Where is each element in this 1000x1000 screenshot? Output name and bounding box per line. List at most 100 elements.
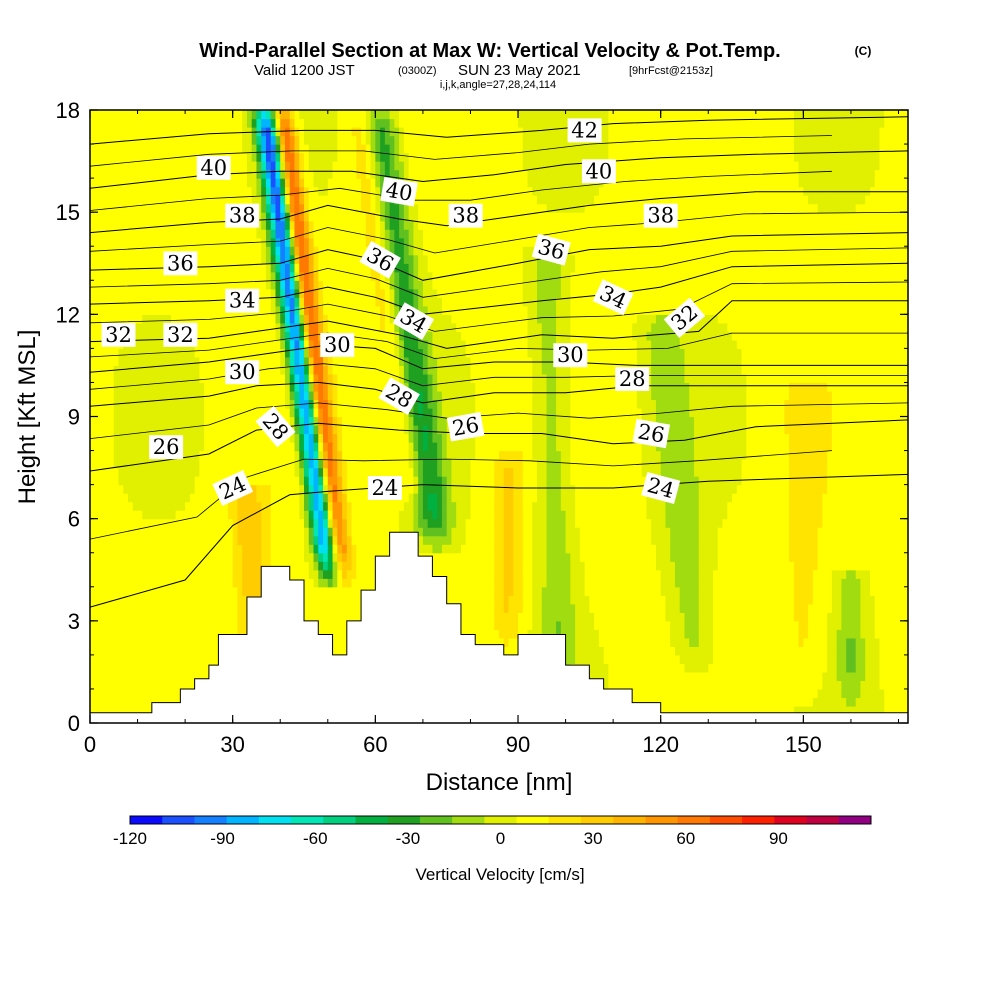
velocity-cell [251, 322, 258, 332]
velocity-cell [99, 212, 105, 222]
velocity-cell [280, 459, 286, 469]
velocity-cell [109, 161, 115, 171]
velocity-cell [270, 501, 277, 511]
velocity-cell [223, 314, 229, 324]
velocity-cell [227, 144, 234, 154]
velocity-cell [304, 459, 310, 469]
velocity-cell [342, 552, 348, 562]
velocity-cell [375, 220, 381, 230]
velocity-cell [332, 416, 338, 426]
velocity-cell [232, 178, 239, 188]
velocity-cell [170, 586, 177, 596]
velocity-cell [90, 586, 96, 596]
velocity-cell [256, 229, 262, 239]
velocity-cell [94, 416, 101, 426]
velocity-cell [384, 110, 391, 120]
velocity-cell [342, 280, 348, 290]
velocity-cell [142, 629, 148, 639]
velocity-cell [318, 416, 324, 426]
velocity-cell [275, 399, 281, 409]
velocity-cell [280, 144, 286, 154]
velocity-cell [356, 339, 362, 349]
velocity-cell [308, 237, 315, 247]
velocity-cell [156, 663, 162, 673]
velocity-cell [304, 416, 310, 426]
velocity-cell [308, 527, 315, 537]
velocity-cell [94, 288, 101, 298]
velocity-cell [113, 288, 120, 298]
velocity-cell [323, 356, 329, 367]
velocity-cell [332, 280, 338, 290]
velocity-cell [142, 476, 148, 486]
velocity-cell [218, 467, 224, 477]
velocity-cell [256, 271, 262, 281]
velocity-cell [161, 510, 167, 520]
velocity-cell [128, 229, 134, 239]
velocity-cell [99, 118, 105, 128]
velocity-cell [218, 237, 224, 247]
velocity-cell [189, 390, 196, 401]
velocity-cell [104, 314, 110, 324]
velocity-cell [104, 399, 110, 409]
velocity-cell [394, 280, 400, 290]
velocity-cell [104, 654, 110, 664]
velocity-cell [408, 220, 414, 230]
velocity-cell [308, 288, 315, 298]
velocity-cell [323, 510, 329, 520]
velocity-cell [304, 348, 310, 358]
velocity-cell [323, 127, 329, 137]
velocity-cell [342, 356, 348, 367]
velocity-cell [265, 552, 272, 562]
velocity-cell [284, 169, 291, 179]
velocity-cell [323, 161, 329, 171]
velocity-cell [99, 186, 105, 196]
velocity-cell [380, 459, 386, 469]
velocity-cell [280, 501, 286, 511]
velocity-cell [408, 271, 414, 281]
velocity-cell [361, 373, 367, 384]
velocity-cell [137, 552, 143, 562]
velocity-cell [384, 339, 391, 349]
velocity-cell [351, 535, 357, 545]
velocity-cell [323, 467, 329, 477]
velocity-cell [280, 195, 286, 205]
velocity-cell [180, 407, 186, 418]
velocity-cell [223, 450, 229, 460]
velocity-cell [403, 348, 410, 358]
velocity-cell [170, 476, 177, 486]
velocity-cell [313, 152, 319, 162]
velocity-cell [289, 280, 296, 290]
velocity-cell [113, 586, 120, 596]
velocity-cell [327, 518, 334, 528]
velocity-cell [313, 595, 319, 605]
velocity-cell [180, 127, 186, 137]
velocity-cell [413, 433, 419, 443]
velocity-cell [142, 518, 148, 528]
velocity-cell [109, 416, 115, 426]
velocity-cell [356, 493, 362, 503]
velocity-cell [242, 510, 248, 520]
velocity-cell [204, 254, 210, 264]
velocity-cell [208, 382, 215, 392]
velocity-cell [399, 254, 405, 264]
velocity-cell [90, 595, 96, 605]
velocity-cell [161, 637, 167, 647]
velocity-cell [242, 186, 248, 196]
velocity-cell [280, 178, 286, 188]
velocity-cell [346, 178, 353, 188]
velocity-cell [365, 433, 372, 443]
velocity-cell [384, 144, 391, 154]
velocity-cell [104, 663, 110, 673]
velocity-cell [213, 195, 220, 205]
velocity-cell [299, 390, 305, 401]
velocity-cell [242, 433, 248, 443]
velocity-cell [213, 612, 220, 622]
chart-subtitle-indices: i,j,k,angle=27,28,24,114 [440, 79, 556, 91]
velocity-cell [128, 646, 134, 656]
velocity-cell [132, 527, 139, 537]
velocity-cell [161, 271, 167, 281]
velocity-cell [147, 314, 153, 324]
velocity-cell [351, 544, 357, 554]
velocity-cell [218, 110, 224, 120]
velocity-cell [294, 399, 300, 409]
